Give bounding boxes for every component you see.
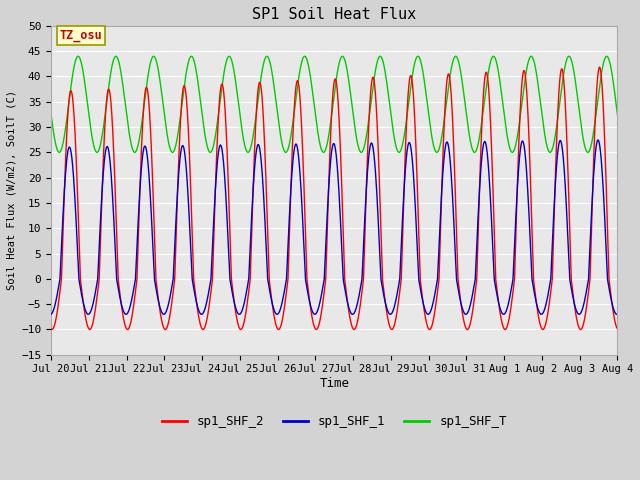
sp1_SHF_T xyxy=(513,136,521,142)
sp1_SHF_1 xyxy=(614,311,621,317)
Line: sp1_SHF_T: sp1_SHF_T xyxy=(51,56,618,152)
Title: SP1 Soil Heat Flux: SP1 Soil Heat Flux xyxy=(252,7,417,22)
Text: TZ_osu: TZ_osu xyxy=(60,29,102,42)
sp1_SHF_2 xyxy=(513,199,521,204)
sp1_SHF_2 xyxy=(426,326,433,332)
sp1_SHF_1 xyxy=(470,285,477,290)
sp1_SHF_1 xyxy=(150,267,158,273)
sp1_SHF_T xyxy=(56,149,63,155)
sp1_SHF_T xyxy=(264,54,271,60)
sp1_SHF_1 xyxy=(594,137,602,143)
sp1_SHF_2 xyxy=(264,222,271,228)
sp1_SHF_2 xyxy=(596,64,604,70)
Y-axis label: Soil Heat Flux (W/m2), SoilT (C): Soil Heat Flux (W/m2), SoilT (C) xyxy=(7,90,17,290)
sp1_SHF_T xyxy=(387,111,395,117)
Line: sp1_SHF_2: sp1_SHF_2 xyxy=(51,67,618,329)
sp1_SHF_T xyxy=(47,112,55,118)
sp1_SHF_2 xyxy=(614,326,621,332)
sp1_SHF_2 xyxy=(387,326,395,332)
sp1_SHF_1 xyxy=(415,280,423,286)
sp1_SHF_2 xyxy=(47,326,55,332)
sp1_SHF_T xyxy=(470,149,477,155)
Legend: sp1_SHF_2, sp1_SHF_1, sp1_SHF_T: sp1_SHF_2, sp1_SHF_1, sp1_SHF_T xyxy=(157,410,512,433)
sp1_SHF_1 xyxy=(513,195,521,201)
sp1_SHF_T xyxy=(414,53,422,59)
sp1_SHF_1 xyxy=(264,273,271,278)
sp1_SHF_1 xyxy=(47,311,55,317)
sp1_SHF_1 xyxy=(387,312,395,317)
sp1_SHF_T xyxy=(416,55,424,61)
sp1_SHF_2 xyxy=(150,216,158,222)
sp1_SHF_T xyxy=(614,112,621,118)
sp1_SHF_T xyxy=(150,53,158,59)
sp1_SHF_1 xyxy=(462,312,470,317)
sp1_SHF_2 xyxy=(470,300,477,306)
Line: sp1_SHF_1: sp1_SHF_1 xyxy=(51,140,618,314)
X-axis label: Time: Time xyxy=(319,377,349,390)
sp1_SHF_2 xyxy=(415,251,423,256)
